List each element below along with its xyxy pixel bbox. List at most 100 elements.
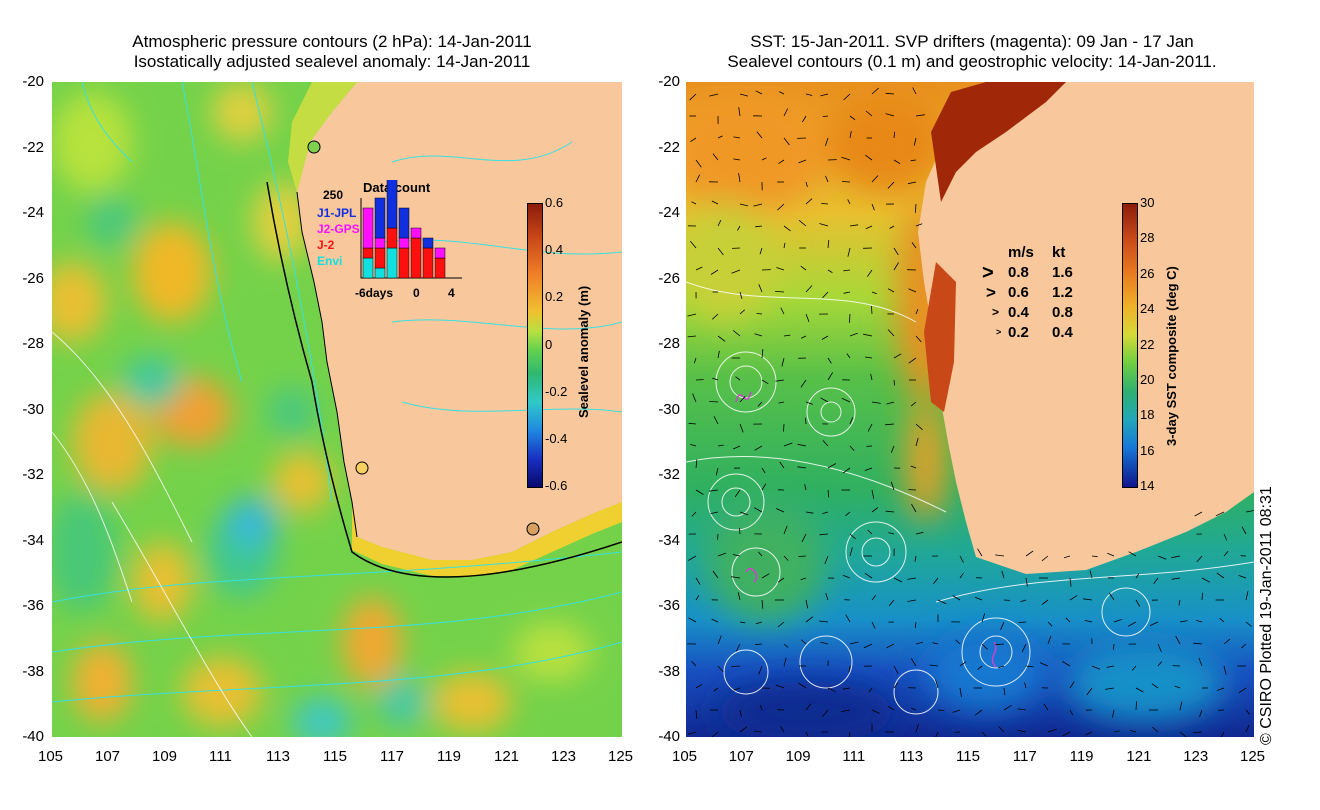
- velocity-arrow: [1025, 550, 1034, 557]
- velocity-arrow: [842, 687, 851, 690]
- velocity-arrow: [822, 511, 829, 514]
- velocity-arrow: [1223, 550, 1229, 557]
- velocity-arrow: [915, 203, 917, 213]
- velocity-arrow: [1047, 635, 1052, 645]
- velocity-arrow: [783, 108, 789, 117]
- left-x-tick-9: 123: [551, 748, 577, 765]
- velocity-arrow: [735, 376, 741, 381]
- legend-ms-3: 0.2: [1008, 324, 1029, 341]
- velocity-arrow: [864, 572, 873, 579]
- velocity-arrow: [871, 621, 876, 629]
- velocity-arrow: [864, 467, 873, 471]
- velocity-arrow: [695, 159, 702, 168]
- velocity-arrow: [893, 131, 896, 139]
- velocity-arrow: [733, 445, 741, 450]
- velocity-arrow: [885, 423, 895, 426]
- velocity-arrow: [717, 219, 722, 227]
- velocity-arrow: [1245, 591, 1249, 601]
- sst-colorbar-title: 3-day SST composite (deg C): [1164, 266, 1179, 446]
- legend-ms-1: 0.6: [1008, 284, 1029, 301]
- histogram-bar: [374, 267, 386, 279]
- sla-colorbar-tick-0: 0.6: [545, 195, 564, 210]
- velocity-arrow: [843, 269, 851, 272]
- mission-label-3: Envi: [317, 254, 343, 268]
- velocity-arrow: [691, 660, 697, 667]
- velocity-arrow: [1128, 551, 1137, 557]
- histogram-bar: [398, 207, 410, 239]
- velocity-arrow: [1171, 555, 1181, 559]
- velocity-arrow: [805, 181, 808, 188]
- velocity-arrow: [739, 396, 746, 403]
- velocity-arrow: [849, 547, 853, 557]
- histogram-bar: [410, 227, 422, 239]
- velocity-arrow: [1001, 570, 1005, 579]
- credit-text: © CSIRO Plotted 19-Jan-2011 08:31: [1258, 486, 1275, 745]
- right-x-tick-9: 123: [1183, 748, 1209, 765]
- right-y-tick-3: -26: [658, 269, 680, 287]
- velocity-arrow: [739, 527, 741, 535]
- legend-kt-3: 0.4: [1052, 324, 1073, 341]
- velocity-arrows: [687, 87, 1254, 737]
- velocity-arrow: [871, 401, 881, 404]
- velocity-arrow: [717, 665, 724, 673]
- velocity-arrow: [777, 577, 785, 583]
- left-x-tick-7: 119: [437, 748, 461, 765]
- velocity-arrow: [739, 511, 749, 516]
- velocity-arrow: [739, 291, 743, 299]
- velocity-arrow: [886, 643, 895, 649]
- velocity-arrow: [731, 269, 741, 274]
- velocity-arrow: [929, 664, 939, 667]
- velocity-arrow: [825, 592, 829, 601]
- velocity-arrow: [1241, 643, 1247, 649]
- velocity-arrow: [1041, 555, 1049, 562]
- velocity-arrow: [761, 157, 767, 161]
- left-y-tick-5: -30: [22, 400, 44, 418]
- velocity-arrow: [820, 397, 829, 403]
- velocity-arrow: [690, 137, 697, 143]
- velocity-arrow: [1201, 592, 1203, 601]
- velocity-arrow: [775, 684, 785, 689]
- velocity-arrow: [1195, 620, 1203, 623]
- velocity-arrow: [709, 489, 719, 492]
- left-y-tick-1: -22: [22, 138, 44, 156]
- right-y-tick-9: -38: [658, 662, 680, 680]
- velocity-arrow: [687, 313, 697, 317]
- velocity-arrow: [821, 709, 829, 718]
- velocity-arrow: [995, 643, 1005, 646]
- velocity-arrow: [756, 131, 763, 139]
- velocity-arrow: [739, 309, 745, 315]
- velocity-arrow: [693, 357, 697, 364]
- velocity-arrow: [1179, 701, 1183, 711]
- velocity-arrow: [1089, 570, 1093, 579]
- sla-colorbar-tick-4: -0.2: [545, 383, 568, 399]
- velocity-arrow: [713, 416, 719, 425]
- velocity-arrow: [908, 288, 917, 293]
- velocity-arrow: [959, 687, 962, 697]
- right-title: SST: 15-Jan-2011. SVP drifters (magenta)…: [682, 32, 1262, 72]
- velocity-arrow: [733, 687, 741, 691]
- velocity-arrow: [1113, 643, 1115, 650]
- velocity-arrow: [910, 707, 917, 711]
- velocity-arrow: [805, 703, 812, 711]
- velocity-arrow: [757, 551, 763, 557]
- sst-colorbar-tick-8: 14: [1140, 478, 1155, 493]
- velocity-arrow: [893, 379, 895, 386]
- velocity-arrow: [1199, 709, 1203, 718]
- velocity-arrow: [959, 661, 967, 667]
- velocity-arrow: [937, 599, 947, 605]
- velocity-arrow: [733, 136, 741, 139]
- velocity-arrow: [935, 679, 939, 689]
- velocity-arrow: [797, 466, 807, 469]
- velocity-arrow: [761, 467, 766, 474]
- right-x-tick-2: 109: [785, 748, 811, 765]
- velocity-arrow: [731, 576, 741, 579]
- velocity-arrow: [695, 266, 703, 271]
- legend-header-ms: m/s: [1008, 244, 1034, 261]
- velocity-arrow: [935, 731, 939, 737]
- velocity-arrow: [798, 555, 807, 557]
- legend-arrow-0: >: [982, 262, 994, 284]
- left-y-tick-7: -34: [22, 531, 44, 549]
- velocity-arrow: [805, 599, 809, 609]
- sla-colorbar-tick-3: 0: [545, 336, 553, 352]
- velocity-arrow: [952, 709, 961, 713]
